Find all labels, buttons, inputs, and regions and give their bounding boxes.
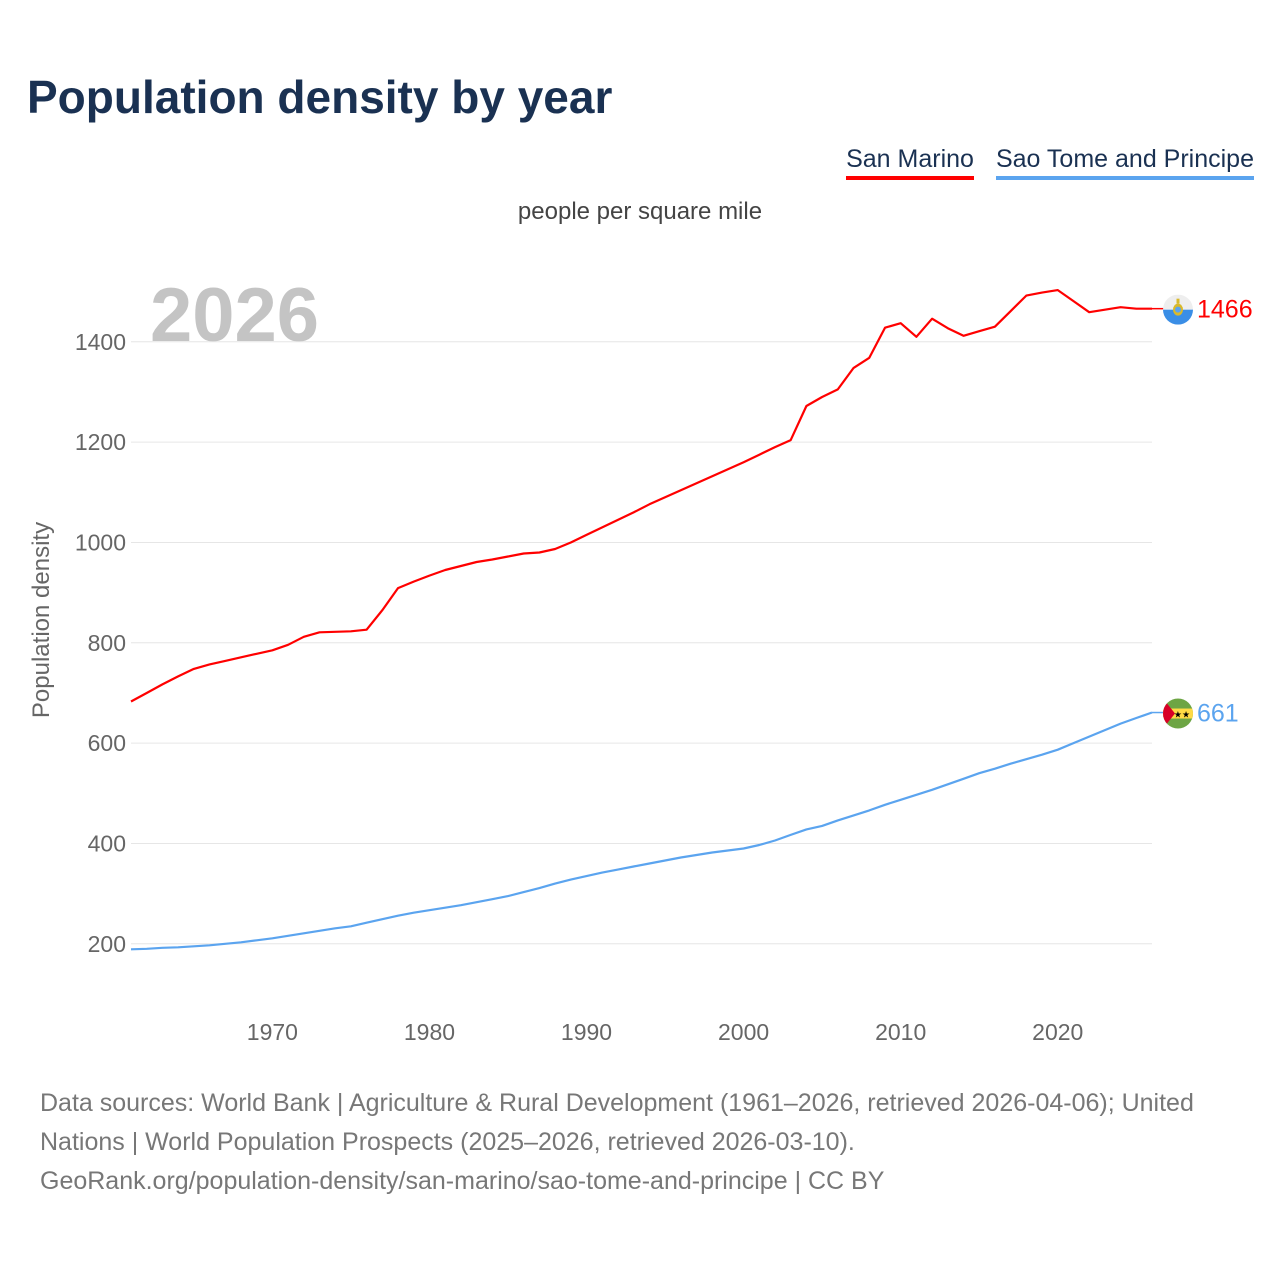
unit-label: people per square mile bbox=[517, 198, 763, 225]
series-line-sao-tome bbox=[130, 711, 1153, 951]
y-tick-label: 600 bbox=[88, 730, 126, 756]
footer: Data sources: World Bank | Agriculture &… bbox=[40, 1084, 1250, 1201]
end-value-label: 1466 bbox=[1197, 296, 1253, 324]
sao-tome-flag-icon: ★★ bbox=[1163, 698, 1193, 729]
legend-item-san-marino[interactable]: San Marino bbox=[846, 145, 974, 180]
legend: San Marino Sao Tome and Principe bbox=[846, 145, 1254, 180]
page-title: Population density by year bbox=[27, 71, 613, 123]
series-line-san-marino bbox=[130, 289, 1152, 703]
legend-item-sao-tome[interactable]: Sao Tome and Principe bbox=[995, 145, 1254, 180]
x-tick-label: 1990 bbox=[561, 1019, 612, 1045]
y-tick-label: 1400 bbox=[75, 329, 126, 355]
y-tick-label: 800 bbox=[88, 630, 126, 656]
y-tick-label: 1200 bbox=[75, 429, 126, 455]
x-tick-label: 2020 bbox=[1032, 1019, 1083, 1045]
y-tick-label: 400 bbox=[88, 830, 126, 856]
data-sources: Data sources: World Bank | Agriculture &… bbox=[40, 1089, 1194, 1156]
x-tick-label: 1980 bbox=[404, 1019, 455, 1045]
y-tick-label: 200 bbox=[88, 931, 126, 957]
y-tick-label: 1000 bbox=[75, 529, 126, 555]
svg-text:★★: ★★ bbox=[1174, 710, 1190, 720]
x-tick-label: 2000 bbox=[718, 1019, 769, 1045]
source-link[interactable]: GeoRank.org/population-density/san-marin… bbox=[40, 1167, 885, 1195]
san-marino-flag-icon bbox=[1163, 294, 1193, 325]
end-value-label: 661 bbox=[1197, 700, 1239, 728]
x-tick-label: 1970 bbox=[247, 1019, 298, 1045]
year-watermark: 2026 bbox=[150, 273, 319, 358]
x-tick-label: 2010 bbox=[875, 1019, 926, 1045]
